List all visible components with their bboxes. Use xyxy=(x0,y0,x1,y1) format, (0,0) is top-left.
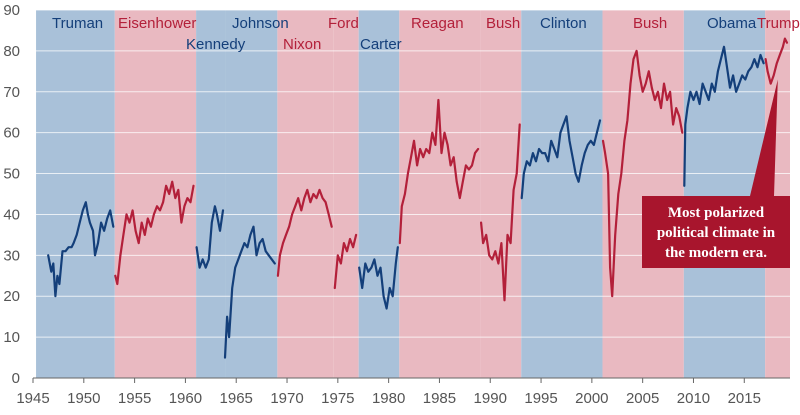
series-line-0 xyxy=(47,201,115,298)
presidency-bands xyxy=(36,10,790,378)
annotation-line-1: political climate in xyxy=(657,225,776,241)
president-labels: Truman EisenhowerKennedyJohnsonNixonFordC… xyxy=(52,15,800,53)
x-tick-label-1965: 1965 xyxy=(220,390,253,407)
x-tick-label-1970: 1970 xyxy=(270,390,303,407)
y-tick-label-0: 0 xyxy=(12,370,20,387)
x-tick-label-1975: 1975 xyxy=(321,390,354,407)
annotation-pointer xyxy=(750,79,778,196)
x-tick-label-2015: 2015 xyxy=(728,390,761,407)
y-tick-label-80: 80 xyxy=(3,43,20,60)
president-label-clinton: Clinton xyxy=(540,15,587,32)
y-tick-label-20: 20 xyxy=(3,288,20,305)
x-tick-label-1985: 1985 xyxy=(423,390,456,407)
presidency-band-10 xyxy=(602,10,684,378)
series-line-11 xyxy=(683,45,765,187)
series-line-7 xyxy=(398,98,480,245)
presidency-band-7 xyxy=(399,10,481,378)
series-line-4 xyxy=(276,188,333,277)
y-tick-label-40: 40 xyxy=(3,206,20,223)
series-line-2 xyxy=(195,205,225,269)
series-line-12 xyxy=(764,37,789,85)
presidency-band-8 xyxy=(480,10,522,378)
y-tick-label-70: 70 xyxy=(3,84,20,101)
x-tick-label-1990: 1990 xyxy=(474,390,507,407)
presidency-band-9 xyxy=(521,10,603,378)
series-line-8 xyxy=(480,123,521,302)
president-label-reagan: Reagan xyxy=(411,15,464,32)
y-tick-label-30: 30 xyxy=(3,247,20,264)
x-tick-label-1960: 1960 xyxy=(169,390,202,407)
x-tick-label-2005: 2005 xyxy=(626,390,659,407)
x-tick-label-1995: 1995 xyxy=(524,390,557,407)
y-tick-label-60: 60 xyxy=(3,125,20,142)
president-label-bush: Bush xyxy=(633,15,667,32)
presidency-band-0 xyxy=(36,10,115,378)
presidency-band-3 xyxy=(225,10,278,378)
president-label-obama: Obama xyxy=(707,15,757,32)
presidency-band-2 xyxy=(196,10,226,378)
president-label-bush: Bush xyxy=(486,15,520,32)
y-tick-label-90: 90 xyxy=(3,2,20,19)
annotation-callout: Most polarized political climate in the mo… xyxy=(642,79,790,268)
series-line-5 xyxy=(333,233,358,290)
y-tick-label-10: 10 xyxy=(3,329,20,346)
series-line-3 xyxy=(223,225,276,359)
y-tick-label-50: 50 xyxy=(3,166,20,183)
x-tick-label-1980: 1980 xyxy=(372,390,405,407)
president-label-trump: Trump xyxy=(757,15,800,32)
annotation-line-0: Most polarized xyxy=(668,205,765,221)
president-label-carter: Carter xyxy=(360,36,402,53)
presidency-band-5 xyxy=(333,10,359,378)
x-tick-label-1955: 1955 xyxy=(118,390,151,407)
president-label-johnson: Johnson xyxy=(232,15,289,32)
x-tick-label-1950: 1950 xyxy=(67,390,100,407)
series-line-6 xyxy=(358,246,399,310)
president-label-nixon: Nixon xyxy=(283,36,321,53)
series-line-9 xyxy=(520,115,602,200)
series-line-10 xyxy=(601,49,684,298)
president-label-truman: Truman xyxy=(52,15,103,32)
president-label-ford: Ford xyxy=(328,15,359,32)
approval-gap-lines xyxy=(47,37,789,359)
annotation-line-2: the modern era. xyxy=(665,245,767,261)
annotation-box xyxy=(642,196,790,268)
presidency-band-1 xyxy=(114,10,197,378)
president-label-kennedy: Kennedy xyxy=(186,36,246,53)
axes: 1945 1950 1955 1960 1965 1970 1975 1980 1985 1990… xyxy=(3,2,790,407)
presidency-band-6 xyxy=(358,10,400,378)
x-tick-label-2010: 2010 xyxy=(677,390,710,407)
president-label-eisenhower: Eisenhower xyxy=(118,15,196,32)
series-line-1 xyxy=(114,180,195,286)
x-tick-label-2000: 2000 xyxy=(575,390,608,407)
x-tick-label-1945: 1945 xyxy=(16,390,49,407)
